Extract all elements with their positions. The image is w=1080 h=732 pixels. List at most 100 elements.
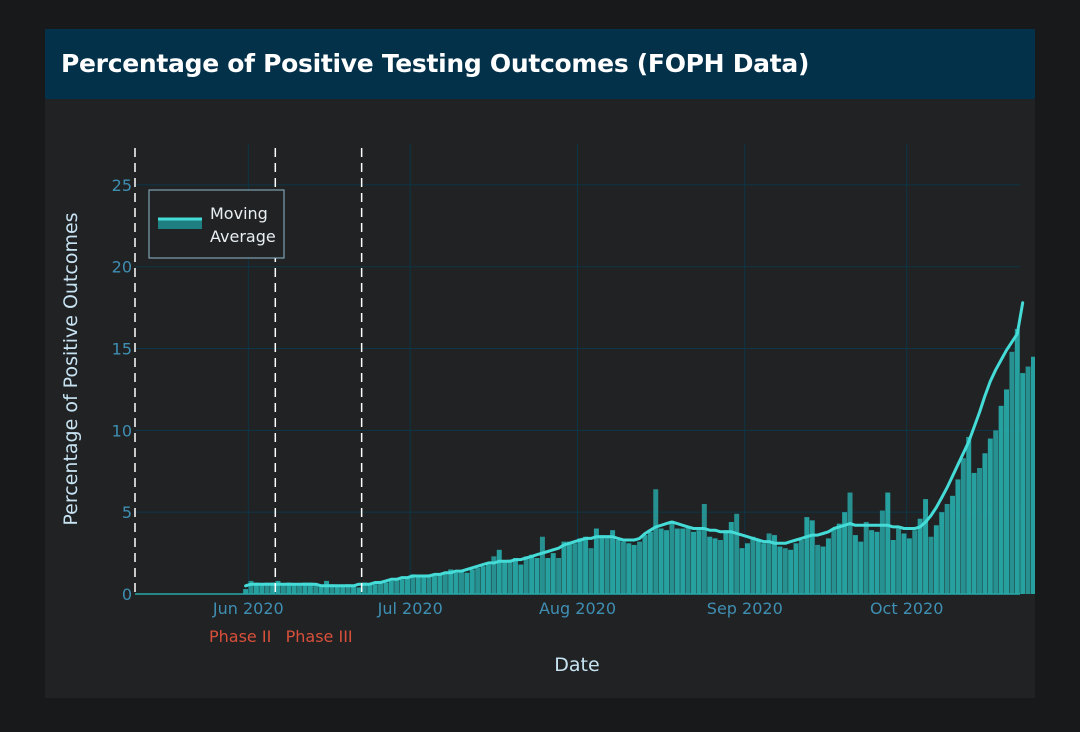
bar xyxy=(691,531,697,594)
bar xyxy=(906,538,912,594)
bar xyxy=(804,517,810,594)
bar xyxy=(507,559,513,594)
bar xyxy=(491,556,497,594)
bar xyxy=(545,558,551,594)
bar xyxy=(329,584,335,594)
bar xyxy=(556,558,562,594)
bar xyxy=(610,530,616,594)
bar xyxy=(275,580,281,594)
bar xyxy=(712,538,718,594)
bar xyxy=(674,528,680,594)
bar xyxy=(977,468,983,594)
bar xyxy=(1031,356,1035,594)
bar xyxy=(869,530,875,594)
bar xyxy=(426,574,432,594)
bar xyxy=(243,589,249,594)
y-axis-ticks: 0 5 10 15 20 25 xyxy=(112,176,132,604)
bar xyxy=(928,536,934,594)
bar xyxy=(620,541,626,594)
bar xyxy=(637,541,643,594)
positive-rate-chart: Phase II Phase III 0 5 10 15 20 25 Jun 2020 Jul… xyxy=(60,144,1035,676)
bar xyxy=(297,584,303,594)
bar xyxy=(723,530,729,594)
bar xyxy=(788,549,794,594)
bar xyxy=(815,544,821,594)
x-axis-title: Date xyxy=(554,654,599,676)
bar xyxy=(345,584,351,594)
x-tick-label: Jul 2020 xyxy=(377,599,443,618)
bar xyxy=(987,438,993,594)
bar xyxy=(782,548,788,594)
bar xyxy=(998,405,1004,594)
bar xyxy=(831,528,837,594)
bar xyxy=(593,528,599,594)
bar xyxy=(604,535,610,594)
legend[interactable]: Moving Average xyxy=(148,189,285,259)
y-tick-label: 15 xyxy=(112,340,132,359)
bar xyxy=(264,582,270,594)
bar xyxy=(291,584,297,594)
bar xyxy=(302,582,308,594)
y-tick-label: 0 xyxy=(122,585,132,604)
bar xyxy=(334,585,340,594)
bar xyxy=(761,543,767,594)
bar xyxy=(647,531,653,594)
bar xyxy=(912,530,918,594)
legend-swatch xyxy=(158,218,202,229)
bar xyxy=(858,541,864,594)
bar xyxy=(561,541,567,594)
bar xyxy=(394,579,400,594)
bar xyxy=(896,528,902,594)
bar xyxy=(356,587,362,594)
y-tick-label: 10 xyxy=(112,421,132,440)
card-header: Percentage of Positive Testing Outcomes … xyxy=(45,29,1035,99)
bar xyxy=(1025,366,1031,594)
bar xyxy=(480,566,486,594)
bar xyxy=(680,528,686,594)
bar xyxy=(755,540,761,594)
bar xyxy=(750,536,756,594)
chart-card: Percentage of Positive Testing Outcomes … xyxy=(45,29,1035,698)
bar xyxy=(432,576,437,594)
bar xyxy=(318,585,324,594)
phase-ii-label: Phase II xyxy=(209,627,271,646)
bar xyxy=(631,544,637,594)
bar xyxy=(852,535,858,594)
bar xyxy=(863,522,869,594)
phase-markers: Phase II Phase III xyxy=(134,148,363,646)
bar xyxy=(944,504,950,594)
bar xyxy=(286,582,292,594)
phase-iii-label: Phase III xyxy=(286,627,353,646)
bar xyxy=(270,582,276,594)
x-tick-label: Oct 2020 xyxy=(870,599,943,618)
legend-label-1: Moving xyxy=(210,204,268,223)
bar xyxy=(415,576,421,594)
bar xyxy=(550,553,556,594)
bar xyxy=(361,582,367,594)
bar xyxy=(923,499,929,594)
bar xyxy=(367,584,373,594)
bar xyxy=(615,540,621,594)
bar xyxy=(685,526,691,594)
bar xyxy=(351,585,357,594)
y-tick-label: 25 xyxy=(112,176,132,195)
bar xyxy=(340,585,346,594)
y-axis-title: Percentage of Positive Outcomes xyxy=(60,212,82,525)
bar xyxy=(378,580,384,594)
bar xyxy=(599,535,605,594)
bar xyxy=(901,533,907,594)
bar xyxy=(307,582,313,594)
bar xyxy=(1014,328,1020,594)
bar xyxy=(1004,389,1009,594)
bar xyxy=(475,567,481,594)
bar xyxy=(960,458,966,594)
bar xyxy=(707,536,713,594)
bar xyxy=(512,558,518,594)
bar xyxy=(324,580,330,594)
bar xyxy=(1020,373,1026,594)
bar xyxy=(653,489,659,594)
bar xyxy=(836,523,842,594)
bar xyxy=(745,543,750,594)
bar xyxy=(933,525,939,594)
bar xyxy=(453,572,459,594)
